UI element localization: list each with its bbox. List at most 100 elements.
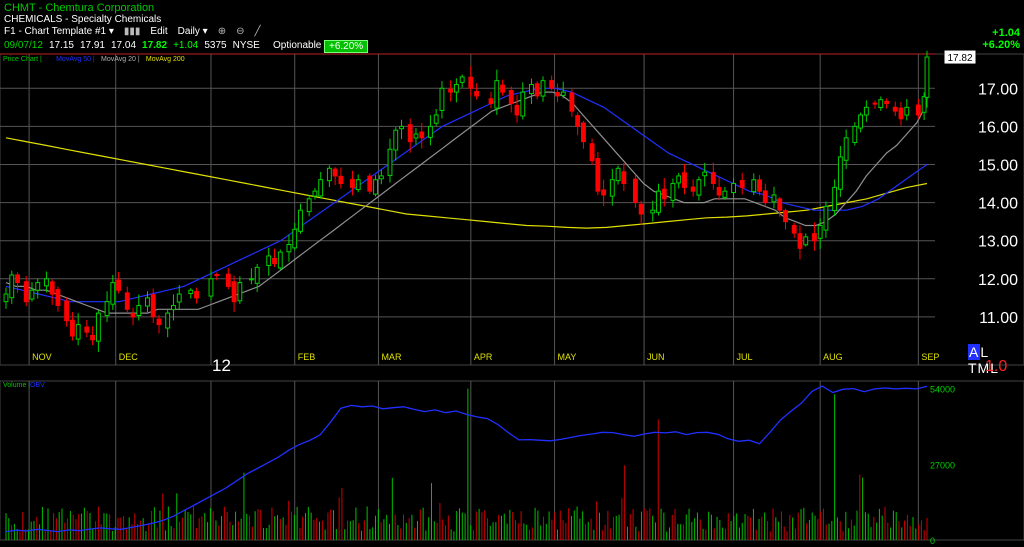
legend-item: MovAvg 50 |	[56, 56, 95, 63]
candle-body	[892, 106, 898, 112]
zoom-out-icon[interactable]: ⊖	[236, 26, 245, 37]
candle-body	[355, 179, 361, 191]
candle-body	[419, 131, 425, 139]
month-axis: NOV DEC FEB MAR APR MAY JUN JUL AUG SEP	[32, 352, 939, 362]
candle-body	[171, 304, 176, 311]
template-dropdown[interactable]: F1 - Chart Template #1 ▾	[4, 26, 114, 37]
candle-body	[43, 278, 49, 287]
candle-body	[650, 209, 656, 214]
atml-value: 1.0	[985, 358, 1008, 375]
candle-body	[777, 198, 783, 211]
candle-body	[332, 168, 338, 177]
quote-last: 17.82	[142, 40, 168, 51]
candle-body	[23, 281, 29, 303]
candle-body	[508, 90, 514, 105]
candle-body	[843, 137, 849, 161]
candle-body	[459, 76, 465, 83]
month-label: AUG	[823, 352, 843, 362]
edit-button[interactable]: Edit	[150, 26, 168, 37]
candle-body	[632, 178, 638, 204]
candle-body	[534, 83, 540, 97]
candle-body	[722, 190, 728, 198]
candle-body	[433, 114, 439, 124]
candle-body	[656, 190, 661, 213]
zoom-in-icon[interactable]: ⊕	[217, 26, 227, 37]
atml-a: A	[968, 344, 981, 360]
candle-body	[676, 175, 682, 184]
quote-date: 09/07/12	[4, 40, 43, 51]
candle-body	[254, 266, 260, 284]
candle-body	[595, 157, 601, 192]
candle-body	[757, 179, 762, 192]
month-label: MAR	[381, 352, 402, 362]
candle-body	[194, 291, 199, 299]
candle-body	[832, 186, 838, 212]
candle-body	[474, 91, 480, 97]
price-axis: 17.00 16.00 15.00 14.00 13.00 12.00 11.00 17.82	[943, 49, 1018, 327]
volume-legend: Volume |	[3, 382, 30, 389]
candle-body	[852, 125, 858, 143]
quote-open: 17.15	[48, 40, 74, 51]
candle-body	[413, 133, 419, 139]
candle-body	[286, 244, 292, 253]
legend-item: Price Chart |	[3, 56, 42, 63]
candle-body	[670, 183, 676, 201]
candle-body	[350, 178, 355, 188]
month-label: FEB	[298, 352, 316, 362]
candle-body	[225, 273, 231, 287]
candle-body	[378, 175, 384, 180]
price-tick-label: 16.00	[978, 119, 1018, 136]
change-value: +1.04	[992, 27, 1020, 39]
chart-title: CHMT - Chemtura Corporation	[4, 2, 155, 14]
candle-body	[156, 318, 162, 326]
candle-body	[84, 326, 90, 333]
candle-body	[884, 100, 890, 105]
candle-body	[69, 319, 75, 337]
candle-body	[367, 175, 373, 192]
candle-body	[272, 258, 277, 265]
candle-body	[872, 102, 878, 105]
atml-indicator[interactable]: AL TML	[968, 344, 1024, 376]
ma50-line	[5, 87, 928, 303]
candle-body	[439, 87, 445, 111]
candle-body	[231, 281, 237, 303]
ma200-line	[5, 137, 928, 229]
price-tick-label: 11.00	[979, 310, 1018, 327]
quote-exchange: NYSE	[232, 40, 260, 51]
candle-body	[716, 186, 722, 196]
candle-body	[609, 179, 615, 197]
period-dropdown[interactable]: Daily ▾	[177, 26, 208, 37]
candle-body	[580, 122, 586, 143]
candle-body	[751, 179, 757, 193]
candle-body	[468, 76, 474, 89]
obv-legend: OBV	[30, 382, 45, 389]
candle-body	[453, 83, 459, 93]
month-label: JUL	[737, 352, 753, 362]
candle-body	[837, 156, 843, 190]
candle-body	[878, 99, 884, 109]
candle-body	[338, 175, 344, 185]
last-price-box	[943, 49, 977, 65]
month-label: JUN	[647, 352, 665, 362]
candle-body	[150, 294, 156, 318]
candle-body	[292, 228, 298, 249]
volume-panel: Volume | OBV 54000 27000 0	[3, 382, 955, 546]
candle-body	[621, 171, 627, 185]
candle-body	[803, 236, 809, 246]
candle-body	[116, 279, 122, 291]
bar-chart-icon[interactable]: ▮▮▮	[123, 26, 141, 37]
candle-body	[661, 188, 667, 200]
draw-line-icon[interactable]: ╱	[254, 26, 261, 37]
sector-label: CHEMICALS - Specialty Chemicals	[4, 14, 162, 25]
candle-body	[326, 167, 332, 182]
candle-body	[3, 293, 9, 303]
quote-bar: 09/07/12 17.15 17.91 17.04 17.82 +1.04 5…	[4, 40, 260, 51]
price-tick-label: 13.00	[978, 234, 1018, 251]
candle-body	[277, 251, 283, 269]
candle-body	[15, 274, 20, 284]
candle-body	[110, 282, 116, 305]
candle-body	[924, 56, 930, 98]
candle-body	[555, 91, 560, 97]
candle-body	[306, 198, 312, 213]
